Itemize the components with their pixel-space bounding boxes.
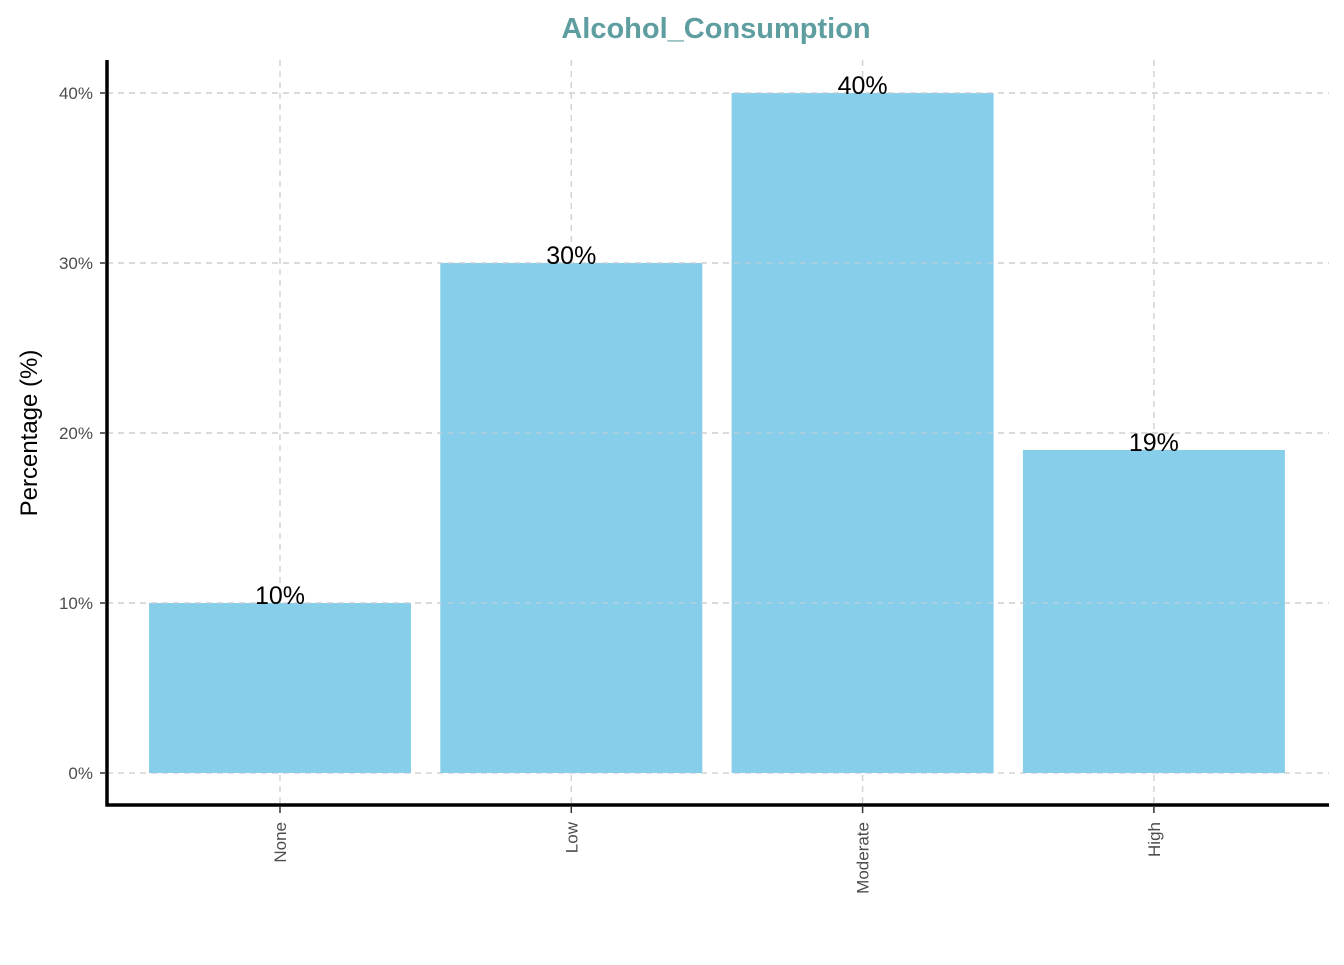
y-tick-label: 20%	[59, 424, 93, 443]
data-label: 40%	[838, 72, 888, 100]
x-tick-label: Low	[562, 821, 581, 853]
x-tick-label: Moderate	[854, 822, 873, 894]
bar-moderate	[731, 93, 994, 773]
data-label: 19%	[1129, 429, 1179, 457]
labels-layer: 10% 30% 40% 19%	[255, 72, 1179, 610]
data-label: 30%	[546, 242, 596, 270]
y-tick-label: 10%	[59, 594, 93, 613]
bar-low	[440, 263, 703, 773]
bar-none	[149, 603, 411, 773]
y-tick-label: 30%	[59, 254, 93, 273]
chart-title: Alcohol_Consumption	[561, 13, 870, 45]
y-axis-title: Percentage (%)	[16, 350, 43, 517]
data-label: 10%	[255, 582, 305, 610]
y-tick-label: 0%	[68, 764, 93, 783]
bar-high	[1022, 450, 1285, 773]
bars-layer	[107, 92, 1329, 773]
y-tick-label: 40%	[59, 84, 93, 103]
x-tick-label: None	[271, 822, 290, 863]
axes-layer: 0% 10% 20% 30% 40% None Low Moderate High	[59, 60, 1329, 894]
x-tick-label: High	[1145, 822, 1164, 857]
